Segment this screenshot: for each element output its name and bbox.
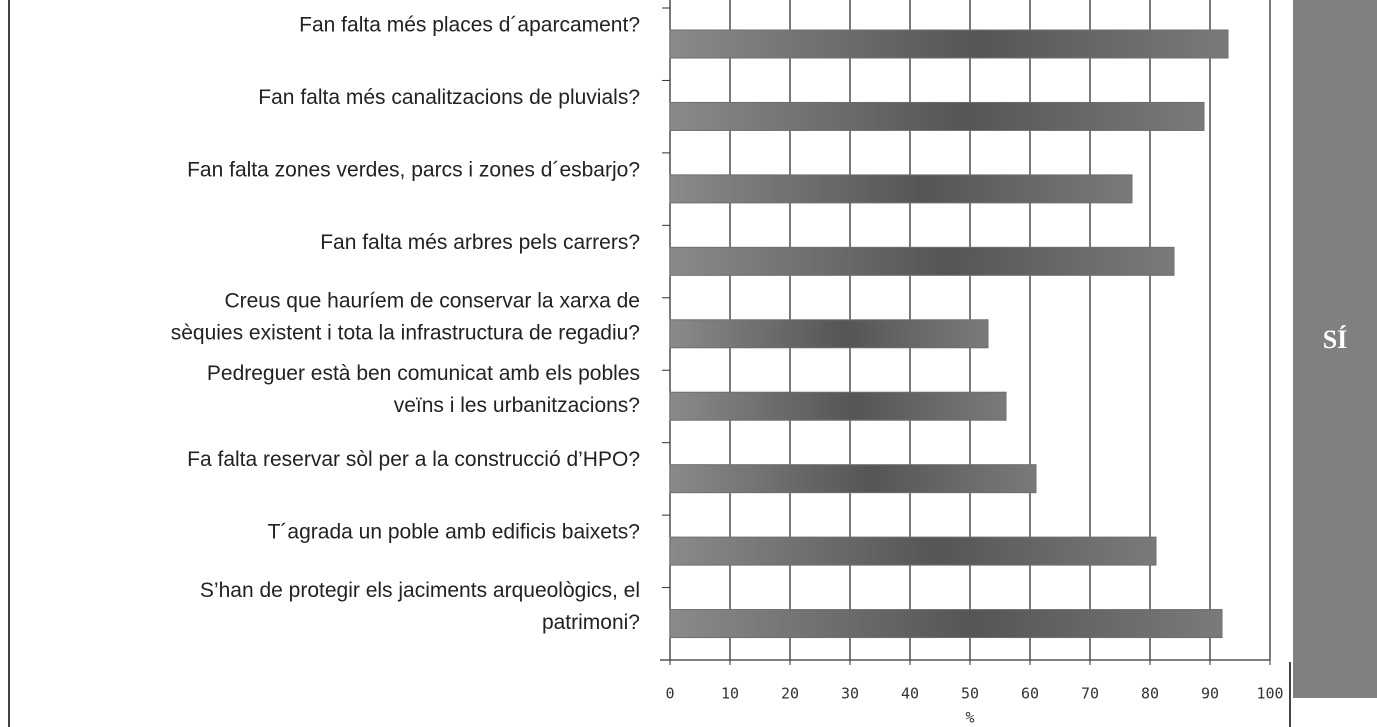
x-tick-label: 70 bbox=[1081, 685, 1099, 703]
y-tick-label: Fan falta més arbres pels carrers? bbox=[320, 231, 640, 254]
x-tick-label: 60 bbox=[1021, 685, 1039, 703]
x-tick-label: 50 bbox=[961, 685, 979, 703]
x-tick-label: 10 bbox=[721, 685, 739, 703]
bar bbox=[669, 101, 1205, 131]
x-tick-label: 40 bbox=[901, 685, 919, 703]
y-tick-label: T´agrada un poble amb edificis baixets? bbox=[268, 521, 640, 544]
y-tick-label: Fan falta més places d´aparcament? bbox=[299, 14, 640, 37]
bar bbox=[669, 319, 989, 349]
x-tick-label: 0 bbox=[665, 685, 674, 703]
y-tick-label: Pedreguer està ben comunicat amb els pob… bbox=[207, 362, 640, 385]
x-tick-label: 100 bbox=[1256, 685, 1283, 703]
bar bbox=[669, 464, 1037, 494]
y-tick-label: Fan falta zones verdes, parcs i zones d´… bbox=[187, 158, 640, 181]
y-tick-label: sèquies existent i tota la infrastructur… bbox=[171, 321, 640, 344]
y-tick-label: veïns i les urbanitzacions? bbox=[394, 394, 640, 417]
bar bbox=[669, 609, 1223, 639]
y-tick-label: Fa falta reservar sòl per a la construcc… bbox=[187, 448, 640, 471]
side-panel bbox=[1293, 0, 1377, 698]
x-tick-label: 80 bbox=[1141, 685, 1159, 703]
panel-label: SÍ bbox=[1323, 325, 1348, 354]
x-axis-label: % bbox=[965, 709, 974, 727]
x-tick-label: 90 bbox=[1201, 685, 1219, 703]
y-tick-label: patrimoni? bbox=[542, 611, 640, 634]
bar bbox=[669, 536, 1157, 566]
y-tick-label: Creus que hauríem de conservar la xarxa … bbox=[224, 289, 640, 312]
bar bbox=[669, 246, 1175, 276]
x-tick-label: 30 bbox=[841, 685, 859, 703]
x-tick-label: 20 bbox=[781, 685, 799, 703]
bar bbox=[669, 174, 1133, 204]
bar bbox=[669, 29, 1229, 59]
y-tick-label: Fan falta més canalitzacions de pluvials… bbox=[258, 86, 640, 109]
bar bbox=[669, 391, 1007, 421]
y-tick-label: S’han de protegir els jaciments arqueolò… bbox=[200, 579, 640, 602]
